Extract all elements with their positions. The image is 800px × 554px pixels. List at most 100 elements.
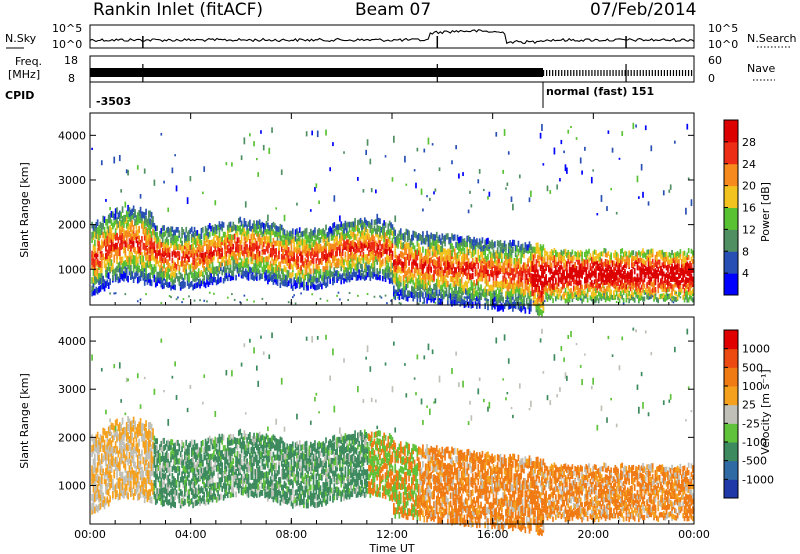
power-pixel xyxy=(535,259,538,266)
power-pixel xyxy=(196,255,199,261)
power-pixel xyxy=(566,297,568,303)
power-pixel xyxy=(532,246,535,253)
power-pixel xyxy=(636,256,639,262)
power-pixel xyxy=(312,258,315,264)
power-pixel xyxy=(285,233,287,240)
power-pixel xyxy=(680,268,683,274)
power-pixel xyxy=(219,240,222,247)
power-pixel xyxy=(404,243,406,251)
power-pixel xyxy=(539,253,542,261)
power-pixel xyxy=(606,263,608,269)
power-pixel xyxy=(243,252,246,259)
power-pixel xyxy=(428,197,431,201)
power-pixel xyxy=(224,243,226,249)
power-pixel xyxy=(290,234,293,240)
power-pixel xyxy=(590,280,593,286)
power-pixel xyxy=(373,225,376,232)
power-pixel xyxy=(286,230,289,236)
power-pixel xyxy=(603,290,606,296)
power-pixel xyxy=(304,257,307,264)
power-pixel xyxy=(416,263,419,270)
power-pixel xyxy=(242,260,244,267)
power-pixel xyxy=(260,261,262,268)
power-pixel xyxy=(588,273,590,279)
power-pixel xyxy=(462,270,464,277)
power-pixel xyxy=(199,243,201,249)
power-pixel xyxy=(164,230,167,237)
power-pixel xyxy=(564,259,567,265)
power-pixel xyxy=(283,239,286,246)
power-pixel xyxy=(487,269,489,277)
power-pixel xyxy=(91,250,93,258)
power-pixel xyxy=(377,251,380,258)
power-pixel xyxy=(668,272,671,278)
power-pixel xyxy=(249,244,251,251)
power-pixel xyxy=(628,274,630,280)
power-pixel xyxy=(646,289,648,295)
power-pixel xyxy=(275,257,278,264)
power-pixel xyxy=(139,298,142,301)
power-pixel xyxy=(254,237,257,244)
power-pixel xyxy=(441,297,444,304)
power-pixel xyxy=(309,209,312,212)
power-pixel xyxy=(142,211,145,219)
power-pixel xyxy=(614,286,617,292)
power-pixel xyxy=(498,281,500,289)
power-pixel xyxy=(337,240,340,247)
power-pixel xyxy=(633,261,636,267)
power-pixel xyxy=(157,260,160,267)
power-pixel xyxy=(606,276,608,282)
power-pixel xyxy=(467,249,470,256)
power-pixel xyxy=(300,257,302,263)
power-pixel xyxy=(171,233,174,240)
power-pixel xyxy=(386,239,388,245)
power-pixel xyxy=(305,131,308,137)
power-pixel xyxy=(487,196,489,200)
power-pixel xyxy=(305,268,308,275)
power-pixel xyxy=(100,222,103,230)
power-pixel xyxy=(326,299,329,302)
power-pixel xyxy=(178,276,181,282)
freq-bar xyxy=(564,70,566,76)
power-pixel xyxy=(311,257,314,264)
power-pixel xyxy=(190,271,193,278)
power-pixel xyxy=(620,269,622,275)
power-pixel xyxy=(505,291,507,298)
power-pixel xyxy=(379,231,381,238)
power-pixel xyxy=(442,292,445,300)
power-pixel xyxy=(351,225,354,231)
power-pixel xyxy=(244,244,247,250)
power-pixel xyxy=(549,265,552,271)
power-pixel xyxy=(341,257,344,263)
power-pixel xyxy=(588,248,590,254)
power-pixel xyxy=(631,269,633,275)
power-pixel xyxy=(105,245,107,252)
power-pixel xyxy=(226,224,229,231)
power-pixel xyxy=(362,242,365,249)
power-pixel xyxy=(315,251,318,257)
power-pixel xyxy=(427,274,430,281)
power-pixel xyxy=(512,287,514,295)
power-pixel xyxy=(106,271,109,279)
power-pixel xyxy=(595,259,597,265)
power-pixel xyxy=(538,303,541,310)
power-pixel xyxy=(458,259,460,266)
power-pixel xyxy=(166,236,168,243)
power-pixel xyxy=(477,280,480,288)
power-pixel xyxy=(204,230,207,236)
power-pixel xyxy=(491,292,493,300)
power-pixel xyxy=(352,260,355,267)
power-pixel xyxy=(345,222,348,229)
power-pixel xyxy=(440,238,442,245)
power-pixel xyxy=(262,257,265,263)
freq-bar xyxy=(573,70,575,76)
power-pixel xyxy=(271,127,273,133)
power-pixel xyxy=(458,246,460,254)
power-pixel xyxy=(466,272,469,280)
power-pixel xyxy=(416,147,419,152)
power-pixel xyxy=(347,239,350,245)
power-pixel xyxy=(593,285,596,291)
power-pixel xyxy=(671,288,673,294)
power-pixel xyxy=(167,259,170,266)
power-pixel xyxy=(240,269,243,276)
